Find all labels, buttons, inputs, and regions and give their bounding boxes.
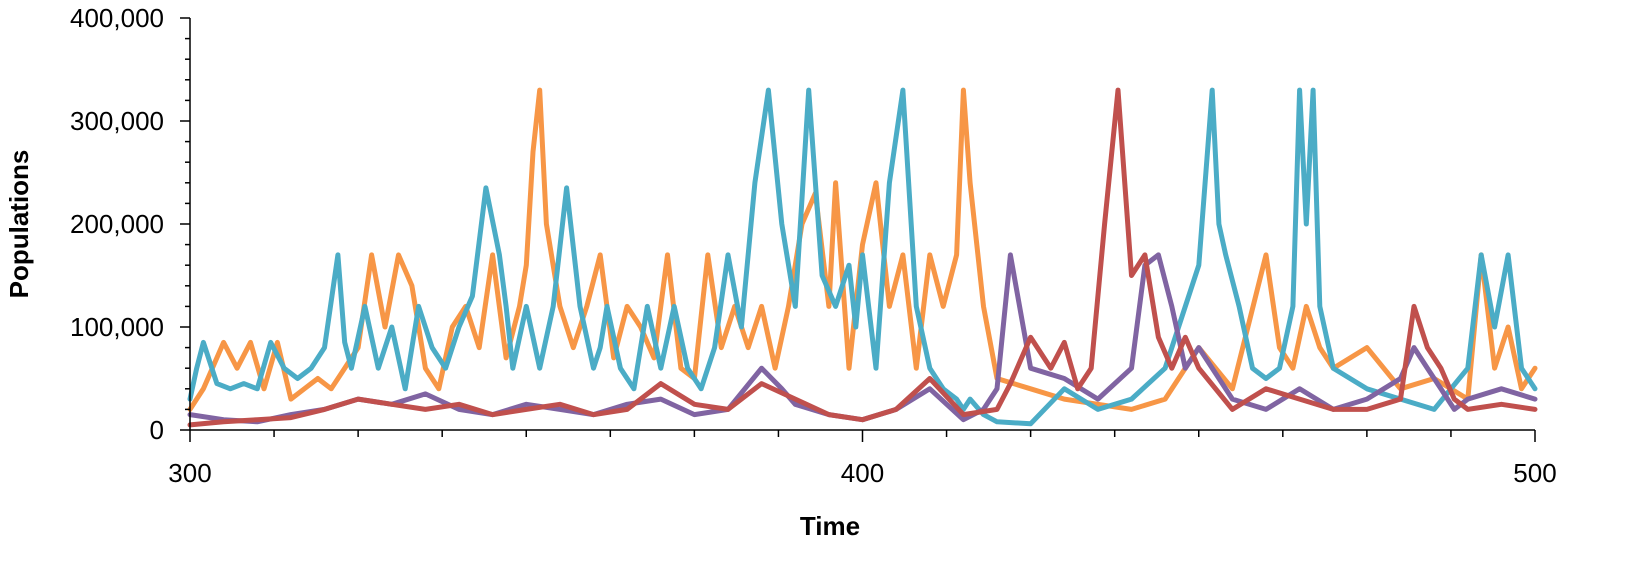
y-tick-label: 200,000 <box>70 209 164 239</box>
x-ticks: 300 400 500 <box>168 430 1557 488</box>
plot-lines <box>187 87 1538 428</box>
x-tick-label: 400 <box>841 458 884 488</box>
y-axis-title: Populations <box>4 150 34 299</box>
x-axis-title: Time <box>800 511 860 541</box>
y-tick-label: 400,000 <box>70 3 164 33</box>
y-tick-label: 100,000 <box>70 312 164 342</box>
series-line-1 <box>187 87 1538 412</box>
y-ticks: 0 100,000 200,000 300,000 400,000 <box>70 3 190 445</box>
series-line-2 <box>187 87 1538 427</box>
y-tick-label: 0 <box>150 415 164 445</box>
series-line-4 <box>187 87 1538 428</box>
y-tick-label: 300,000 <box>70 106 164 136</box>
x-tick-label: 300 <box>168 458 211 488</box>
x-tick-label: 500 <box>1513 458 1556 488</box>
